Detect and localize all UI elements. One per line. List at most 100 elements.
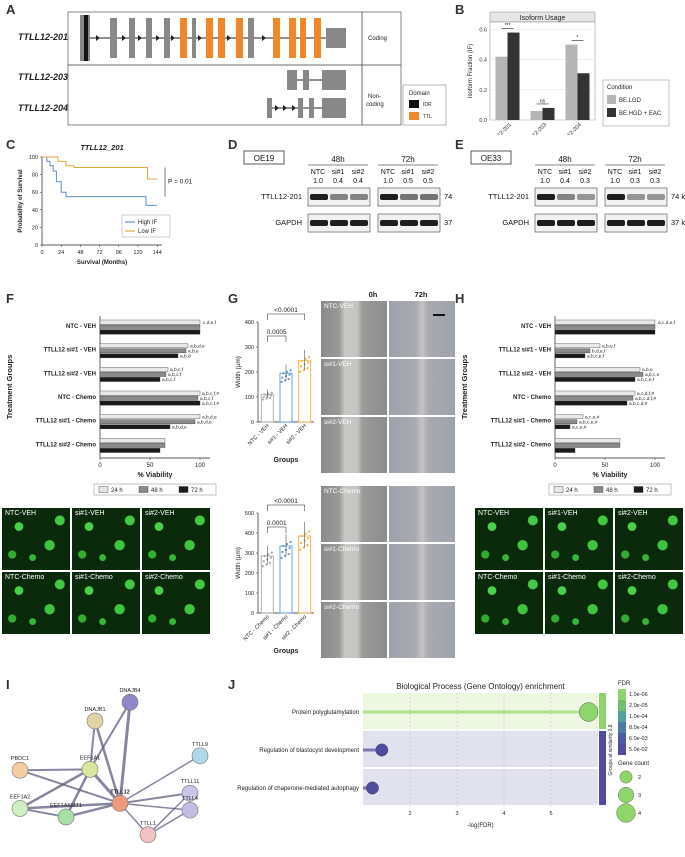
- network-node-label: DNAJB1: [84, 707, 105, 713]
- chart-f-category: TTLL12 si#1 - Chemo: [36, 419, 97, 425]
- panel-letter-j: J: [228, 677, 236, 692]
- network-edge: [65, 802, 121, 819]
- chart-j-xtick: 3: [455, 811, 458, 817]
- chart-c-xtick: 0: [40, 250, 43, 256]
- chart-g1-point: [288, 373, 291, 376]
- chart-h-legend-label: 72 h: [646, 488, 658, 494]
- chart-g1-point: [267, 392, 270, 395]
- chart-h-annotation: a,b,c,e,f: [637, 377, 655, 383]
- chart-g1-point: [285, 370, 288, 373]
- panel-letter-d: D: [228, 137, 238, 152]
- chart-j-size-tick: 2: [638, 775, 641, 781]
- chart-f-bar: [99, 400, 201, 406]
- chart-g1-point: [280, 380, 283, 384]
- chart-c-xtick: 24: [58, 250, 64, 256]
- chart-g1-ytick: 400: [245, 320, 254, 326]
- network-edge: [19, 768, 91, 772]
- micro-h-label: si#1-Chemo: [548, 574, 586, 581]
- micro-h-label: si#2-Chemo: [618, 574, 656, 581]
- blot-e-band: [607, 194, 625, 200]
- chart-g2-point: [287, 552, 290, 556]
- blot-d-time-label: 48h: [331, 155, 344, 164]
- network-node-label: DNAJB4: [119, 688, 140, 694]
- chart-b-bar: [577, 73, 590, 120]
- network-node-label: TTLL12: [110, 789, 130, 795]
- chart-h-annotation: a,b,c,e: [645, 372, 660, 378]
- protein-interaction-network: DNAJB4 DNAJB1 TTLL9 PBDC1 EEF1A1 TTLL12 TTLL11…: [10, 688, 209, 844]
- survival-chart: TTLL12_201 0 20 40 60 80 100 0 24 48 72 96 120 144 Sur…: [18, 143, 193, 266]
- chart-h-bar: [554, 390, 636, 396]
- chart-g1-bracket-inner: [267, 335, 287, 342]
- blot-d-cellline: OE19: [254, 154, 275, 163]
- scratch-image: [389, 359, 455, 415]
- blot-e-band: [537, 220, 555, 226]
- chart-g1-xlabel: Groups: [274, 457, 299, 464]
- chart-j-point: [375, 743, 389, 757]
- chart-h-bar: [554, 448, 576, 453]
- chart-h-category: TTLL12 si#1 - Chemo: [491, 419, 552, 425]
- chart-g1-point: [268, 396, 272, 399]
- viability-chart-oe33: 0 50 100 % Viability Treatment Groups NTC - V…: [460, 316, 676, 496]
- chart-f-category: TTLL12 si#2 - Chemo: [36, 442, 97, 448]
- chart-h-annotation: a,b,e: [642, 367, 653, 373]
- western-blot-oe19: OE19 48h 72h NTC 1.0 si#1 0.4 si#2 0.4 NTC 1.0 si#1…: [243, 150, 453, 233]
- chart-c-xtick: 120: [133, 250, 142, 256]
- chart-f-legend-label: 24 h: [111, 488, 123, 494]
- blot-d-lane-value: 0.4: [333, 178, 343, 185]
- chart-h-bar: [554, 419, 578, 425]
- chart-j-fdr-tick: 6.0e-03: [629, 736, 648, 742]
- chart-g2-point: [302, 546, 305, 549]
- chart-c-xtick: 72: [97, 250, 103, 256]
- chart-j-xtick: 2: [408, 811, 411, 817]
- chart-c-ytick: 100: [29, 155, 38, 161]
- chart-f-bar: [99, 448, 161, 453]
- micro-h-label: si#1-VEH: [548, 510, 578, 517]
- chart-f-legend-label: 72 h: [191, 488, 203, 494]
- chart-b-ytick: 0.0: [479, 118, 487, 124]
- network-edge: [118, 702, 132, 804]
- blot-d-lane-value: 1.0: [313, 178, 323, 185]
- chart-h-annotation: a,b,e,f: [602, 343, 616, 349]
- chart-c-ytick: 40: [32, 208, 38, 214]
- chart-j-fdr-swatch: [618, 711, 626, 722]
- blot-d-kd-label: 74 kD: [444, 192, 453, 201]
- chart-j-fdr-tick: 5.0e-02: [629, 747, 648, 753]
- chart-g1-point: [262, 395, 265, 399]
- chart-j-fdr-title: FDR: [618, 681, 631, 687]
- chart-h-annotation: a,c,e,#: [572, 424, 587, 430]
- chart-f-bar: [99, 329, 201, 335]
- chart-j-size-tick: 3: [638, 793, 641, 799]
- chart-h-annotation: a,c,d,e,f: [658, 320, 676, 326]
- blot-e-lane-value: 0.3: [630, 178, 640, 185]
- chart-h-bar: [554, 443, 621, 448]
- chart-b-significance: ns: [540, 98, 546, 104]
- blot-e-band: [647, 194, 665, 200]
- scratch-label: si#1-Chemo: [324, 546, 360, 553]
- blot-d-kd-label: 37 kD: [444, 218, 453, 227]
- blot-e-lane-label: NTC: [538, 169, 552, 176]
- blot-d-band: [380, 194, 398, 200]
- scratch-image: si#1-Chemo: [321, 544, 387, 600]
- chart-g2-point: [263, 554, 266, 558]
- micro-f-image: NTC-VEH: [2, 508, 70, 570]
- chart-g2-point: [265, 563, 268, 566]
- chart-g2-point: [268, 561, 272, 564]
- chart-h-ylabel: Treatment Groups: [460, 355, 469, 420]
- blot-d-lane-label: si#2: [422, 169, 435, 176]
- chart-c-ylabel: Probability of Survival: [18, 169, 24, 233]
- chart-b-bar: [507, 32, 520, 120]
- chart-f-legend-box: [93, 483, 217, 496]
- chart-j-fdr-swatch: [618, 689, 626, 700]
- chart-h-legend-swatch: [553, 486, 564, 493]
- chart-g2-point: [269, 556, 273, 559]
- chart-f-annotation: a,b,c,f: [200, 396, 214, 402]
- chart-g2-bracket-inner: [267, 526, 287, 533]
- network-edge: [89, 701, 131, 770]
- chart-c-title: TTLL12_201: [80, 143, 123, 152]
- chart-b-ylabel: Isoform Fraction (IF): [468, 44, 474, 98]
- blot-e-kd-label: 74 kD: [671, 192, 685, 201]
- chart-c-xtick: 144: [153, 250, 162, 256]
- chart-c-annotation: P = 0.01: [168, 179, 193, 186]
- chart-h-category: NTC - Chemo: [513, 395, 551, 401]
- go-enrichment-chart: Biological Process (Gene Ontology) enric…: [237, 681, 649, 829]
